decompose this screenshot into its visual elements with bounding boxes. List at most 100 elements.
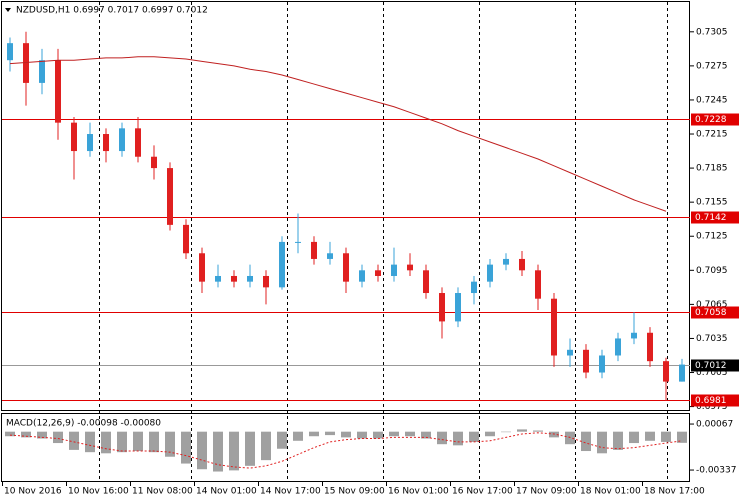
macd-bar (165, 431, 175, 457)
candle-body (615, 338, 621, 356)
candle-body (7, 43, 13, 61)
menu-arrow (5, 8, 11, 12)
candle-body (551, 298, 557, 356)
main-panel (1, 1, 690, 411)
candle-body (663, 361, 669, 382)
macd-bar (469, 431, 479, 442)
macd-bar (661, 431, 671, 442)
candle-body (231, 275, 237, 282)
macd-title: MACD(12,26,9) -0.00098 -0.00080 (6, 419, 161, 429)
candle-body (679, 364, 685, 382)
macd-bar (549, 431, 559, 438)
y-tick-label: 0.7275 (696, 61, 728, 71)
x-tick-label: 11 Nov 08:00 (132, 487, 193, 497)
macd-bar (37, 431, 47, 439)
macd-bar (437, 431, 447, 445)
macd-bar (85, 431, 95, 453)
y-tick-label: 0.7095 (696, 266, 728, 276)
candle-body (279, 241, 285, 288)
macd-bar (405, 431, 415, 437)
macd-bar (389, 431, 399, 437)
y-tick-label: 0.7125 (696, 232, 728, 242)
candle-body (391, 264, 397, 276)
candle-body (87, 134, 93, 152)
candle-body (103, 134, 109, 152)
macd-bar (453, 431, 463, 446)
x-tick-label: 17 Nov 09:00 (516, 487, 577, 497)
macd-bar (565, 431, 575, 445)
level-tag (691, 113, 739, 126)
level-label: 0.7228 (695, 115, 727, 125)
macd-bar (581, 431, 591, 452)
macd-bar (677, 431, 687, 443)
candle-body (71, 122, 77, 152)
macd-bar (597, 431, 607, 454)
macd-bar (373, 431, 383, 439)
macd-bar (181, 431, 191, 464)
candle-body (503, 258, 509, 265)
macd-bar (421, 431, 431, 439)
macd-bar (229, 431, 239, 471)
macd-bar (261, 431, 271, 461)
candle-body (263, 275, 269, 288)
macd-signal (9, 432, 683, 469)
candle-body (423, 270, 429, 294)
macd-tick-label: -0.00337 (696, 466, 736, 476)
x-tick-label: 18 Nov 17:00 (644, 487, 705, 497)
candle-body (407, 264, 413, 271)
candle-body (119, 128, 125, 152)
macd-bar (517, 429, 527, 432)
macd-bar (133, 431, 143, 452)
macd-bar (613, 431, 623, 450)
y-tick-label: 0.7185 (696, 164, 728, 174)
macd-bar (485, 431, 495, 437)
candle-body (519, 258, 525, 271)
x-tick-label: 16 Nov 01:00 (388, 487, 449, 497)
macd-bar (501, 431, 511, 433)
candle-body (23, 43, 29, 83)
candle-body (151, 156, 157, 169)
candle-body (215, 275, 221, 282)
y-tick-label: 0.7155 (696, 198, 728, 208)
moving-average (9, 56, 667, 212)
level-tag (691, 211, 739, 224)
macd-bar (101, 431, 111, 454)
current-price-label: 0.7012 (695, 361, 727, 371)
candle-body (535, 270, 541, 299)
macd-bar (5, 431, 15, 437)
macd-bar (53, 431, 63, 444)
candle-body (439, 293, 445, 322)
x-tick-label: 14 Nov 01:00 (196, 487, 257, 497)
y-tick-label: 0.7065 (696, 300, 728, 310)
candle-body (647, 332, 653, 362)
candle-body (375, 270, 381, 276)
candle-body (327, 253, 333, 259)
y-tick-label: 0.7035 (696, 334, 728, 344)
level-label: 0.7058 (695, 308, 727, 318)
candle-body (599, 355, 605, 373)
y-tick-label: 0.7245 (696, 95, 728, 105)
candle-body (135, 128, 141, 157)
candle-body (455, 293, 461, 322)
level-label: 0.7142 (695, 213, 727, 223)
candle-body (39, 60, 45, 83)
macd-bar (245, 431, 255, 466)
x-tick-label: 15 Nov 09:00 (324, 487, 385, 497)
current-price-tag (691, 359, 739, 372)
candle-body (487, 264, 493, 282)
macd-bar (309, 431, 319, 437)
candle-body (55, 60, 61, 123)
y-tick-label: 0.7305 (696, 27, 728, 37)
x-tick-label: 16 Nov 17:00 (452, 487, 513, 497)
macd-bar (149, 431, 159, 453)
macd-bar (629, 431, 639, 444)
y-tick-label: 0.7215 (696, 130, 728, 140)
candle-body (199, 253, 205, 282)
candle-body (295, 241, 301, 243)
macd-bar (213, 431, 223, 472)
macd-bar (69, 431, 79, 450)
x-tick-label: 10 Nov 16:00 (68, 487, 129, 497)
macd-bar (277, 431, 287, 449)
